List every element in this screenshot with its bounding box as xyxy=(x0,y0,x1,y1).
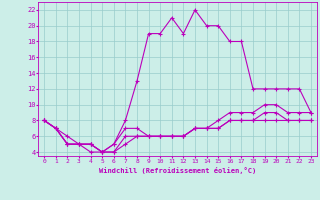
X-axis label: Windchill (Refroidissement éolien,°C): Windchill (Refroidissement éolien,°C) xyxy=(99,167,256,174)
